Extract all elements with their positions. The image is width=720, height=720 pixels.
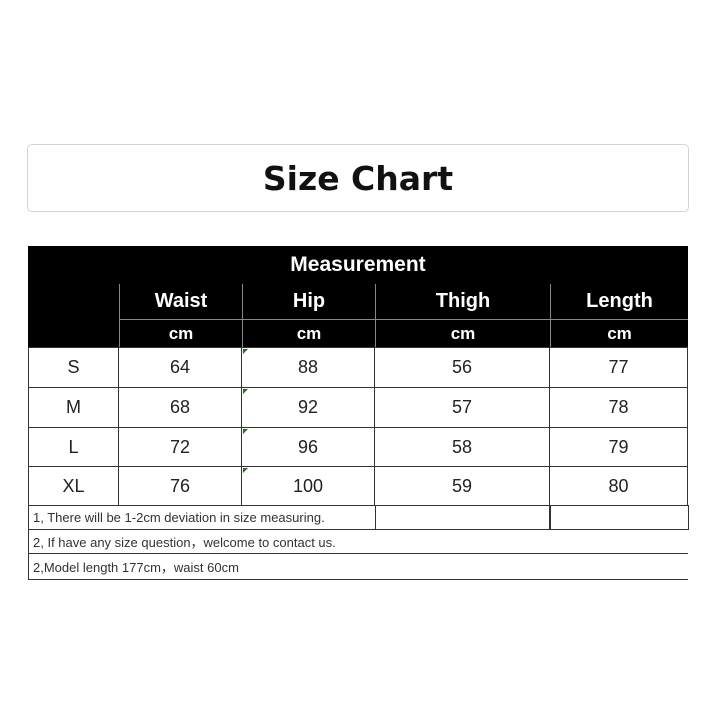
table-cell: 76 bbox=[118, 466, 242, 506]
table-cell: 77 bbox=[549, 347, 688, 388]
table-cell: 68 bbox=[118, 387, 242, 428]
table-cell: 58 bbox=[374, 427, 550, 467]
title-box: Size Chart bbox=[27, 144, 689, 212]
table-cell: 59 bbox=[374, 466, 550, 506]
page-title: Size Chart bbox=[262, 158, 454, 198]
note-text: 1, There will be 1-2cm deviation in size… bbox=[28, 505, 376, 530]
unit-label: cm bbox=[119, 320, 242, 347]
table-cell: 80 bbox=[549, 466, 688, 506]
corner-cell bbox=[28, 284, 119, 347]
cell-marker-icon bbox=[243, 468, 248, 473]
column-header: Length bbox=[550, 284, 688, 320]
table-cell: 92 bbox=[241, 387, 375, 428]
empty-cell bbox=[375, 505, 551, 530]
size-label: L bbox=[28, 427, 119, 467]
table-cell: 96 bbox=[241, 427, 375, 467]
unit-label: cm bbox=[375, 320, 550, 347]
column-header: Waist bbox=[119, 284, 242, 320]
size-label: M bbox=[28, 387, 119, 428]
table-cell: 57 bbox=[374, 387, 550, 428]
table-cell: 56 bbox=[374, 347, 550, 388]
note-text: 2,Model length 177cm，waist 60cm bbox=[28, 554, 688, 580]
table-cell: 88 bbox=[241, 347, 375, 388]
table-cell: 72 bbox=[118, 427, 242, 467]
cell-marker-icon bbox=[243, 429, 248, 434]
unit-label: cm bbox=[550, 320, 688, 347]
cell-marker-icon bbox=[243, 349, 248, 354]
note-text: 2, If have any size question，welcome to … bbox=[28, 529, 688, 554]
table-cell: 100 bbox=[241, 466, 375, 506]
column-header: Thigh bbox=[375, 284, 550, 320]
size-label: S bbox=[28, 347, 119, 388]
table-cell: 78 bbox=[549, 387, 688, 428]
column-header: Hip bbox=[242, 284, 375, 320]
table-cell: 64 bbox=[118, 347, 242, 388]
table-cell: 79 bbox=[549, 427, 688, 467]
group-header: Measurement bbox=[28, 246, 688, 284]
unit-label: cm bbox=[242, 320, 375, 347]
cell-marker-icon bbox=[243, 389, 248, 394]
empty-cell bbox=[549, 505, 689, 530]
size-label: XL bbox=[28, 466, 119, 506]
